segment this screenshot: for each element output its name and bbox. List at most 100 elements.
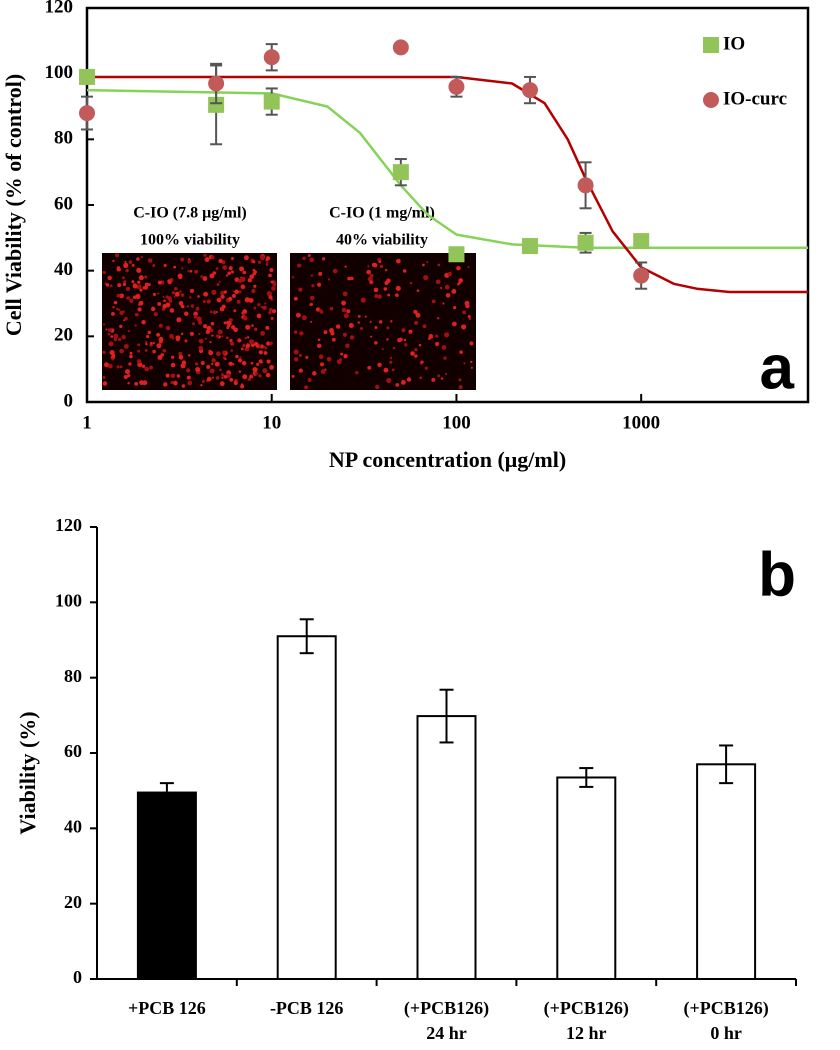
cell-dot bbox=[386, 278, 391, 284]
cell-dot bbox=[200, 360, 205, 365]
cell-dot bbox=[414, 348, 418, 352]
cell-dot bbox=[156, 343, 162, 349]
cell-dot bbox=[442, 302, 445, 305]
cell-dot bbox=[443, 356, 447, 360]
cell-dot bbox=[311, 284, 315, 288]
cell-dot bbox=[441, 345, 447, 350]
cell-dot bbox=[293, 349, 299, 355]
y-tick-label: 0 bbox=[73, 967, 82, 987]
cell-dot bbox=[232, 363, 235, 366]
legend-marker bbox=[703, 37, 719, 53]
y-tick-label: 40 bbox=[54, 259, 73, 280]
cell-dot bbox=[225, 274, 229, 277]
cell-dot bbox=[138, 300, 144, 306]
cell-dot bbox=[451, 321, 457, 327]
cell-dot bbox=[195, 306, 200, 311]
cell-dot bbox=[396, 258, 401, 264]
cell-dot bbox=[209, 368, 215, 374]
cell-dot bbox=[129, 351, 133, 355]
cell-dot bbox=[223, 290, 228, 294]
cell-dot bbox=[102, 350, 106, 355]
cell-dot bbox=[216, 351, 221, 357]
cell-dot bbox=[111, 357, 115, 361]
cell-dot bbox=[420, 360, 424, 364]
cell-dot bbox=[116, 266, 121, 270]
cell-dot bbox=[173, 286, 178, 291]
cell-dot bbox=[228, 296, 233, 302]
cell-dot bbox=[200, 275, 203, 278]
cell-dot bbox=[216, 297, 222, 303]
y-tick-label: 80 bbox=[54, 128, 73, 149]
cell-dot bbox=[162, 295, 165, 299]
cell-dot bbox=[367, 265, 370, 268]
inset-image bbox=[290, 253, 476, 390]
cell-dot bbox=[428, 334, 434, 339]
point bbox=[633, 233, 650, 250]
legend-marker bbox=[703, 92, 719, 108]
cell-dot bbox=[307, 378, 312, 383]
cell-dot bbox=[270, 280, 274, 284]
cell-dot bbox=[184, 311, 189, 316]
cell-dot bbox=[180, 304, 185, 309]
cell-dot bbox=[369, 280, 373, 284]
cell-dot bbox=[192, 322, 195, 326]
cell-dot bbox=[266, 341, 271, 346]
cell-dot bbox=[418, 343, 422, 347]
point bbox=[79, 68, 95, 85]
cell-dot bbox=[107, 363, 113, 369]
bar bbox=[416, 715, 477, 980]
cell-dot bbox=[322, 257, 326, 261]
bar bbox=[556, 776, 617, 980]
cell-dot bbox=[119, 348, 124, 354]
cell-dot bbox=[240, 284, 245, 289]
cell-dot bbox=[211, 362, 214, 366]
cell-dot bbox=[167, 279, 172, 284]
point bbox=[521, 238, 538, 255]
cell-dot bbox=[247, 278, 252, 283]
cell-dot bbox=[298, 368, 303, 373]
cell-dot bbox=[171, 291, 175, 295]
cell-dot bbox=[269, 366, 273, 369]
x-tick-label: -PCB 126 bbox=[270, 998, 344, 1018]
cell-dot bbox=[240, 277, 246, 283]
cell-dot bbox=[239, 356, 242, 359]
cell-dot bbox=[240, 384, 245, 389]
cell-dot bbox=[238, 370, 242, 373]
inset-caption: C-IO (1 mg/ml) bbox=[329, 205, 435, 222]
cell-dot bbox=[359, 326, 364, 331]
cell-dot bbox=[312, 371, 317, 376]
cell-dot bbox=[180, 332, 184, 336]
cell-dot bbox=[424, 366, 428, 370]
cell-dot bbox=[263, 351, 268, 355]
cell-dot bbox=[184, 339, 188, 343]
cell-dot bbox=[242, 309, 248, 314]
cell-dot bbox=[265, 372, 271, 378]
cell-dot bbox=[378, 260, 382, 264]
cell-dot bbox=[305, 355, 309, 359]
cell-dot bbox=[414, 354, 418, 358]
x-tick-label: (+PCB126) bbox=[404, 998, 489, 1019]
cell-dot bbox=[125, 268, 129, 273]
cell-dot bbox=[461, 324, 467, 330]
cell-dot bbox=[444, 284, 450, 290]
cell-dot bbox=[210, 321, 215, 326]
cell-dot bbox=[387, 293, 391, 297]
cell-dot bbox=[366, 269, 371, 275]
fit-curve bbox=[87, 75, 808, 294]
cell-dot bbox=[293, 330, 298, 334]
error-bar bbox=[579, 767, 594, 788]
cell-dot bbox=[189, 288, 195, 294]
y-tick-label: 20 bbox=[64, 892, 82, 912]
cell-dot bbox=[292, 276, 295, 279]
cell-dot bbox=[266, 291, 272, 297]
cell-dot bbox=[131, 263, 135, 267]
cell-dot bbox=[152, 349, 156, 354]
cell-dot bbox=[128, 260, 133, 264]
cell-dot bbox=[150, 306, 156, 312]
cell-dot bbox=[237, 338, 242, 343]
cell-dot bbox=[463, 362, 466, 365]
cell-dot bbox=[129, 298, 134, 303]
cell-dot bbox=[269, 267, 274, 272]
cell-dot bbox=[408, 329, 413, 334]
